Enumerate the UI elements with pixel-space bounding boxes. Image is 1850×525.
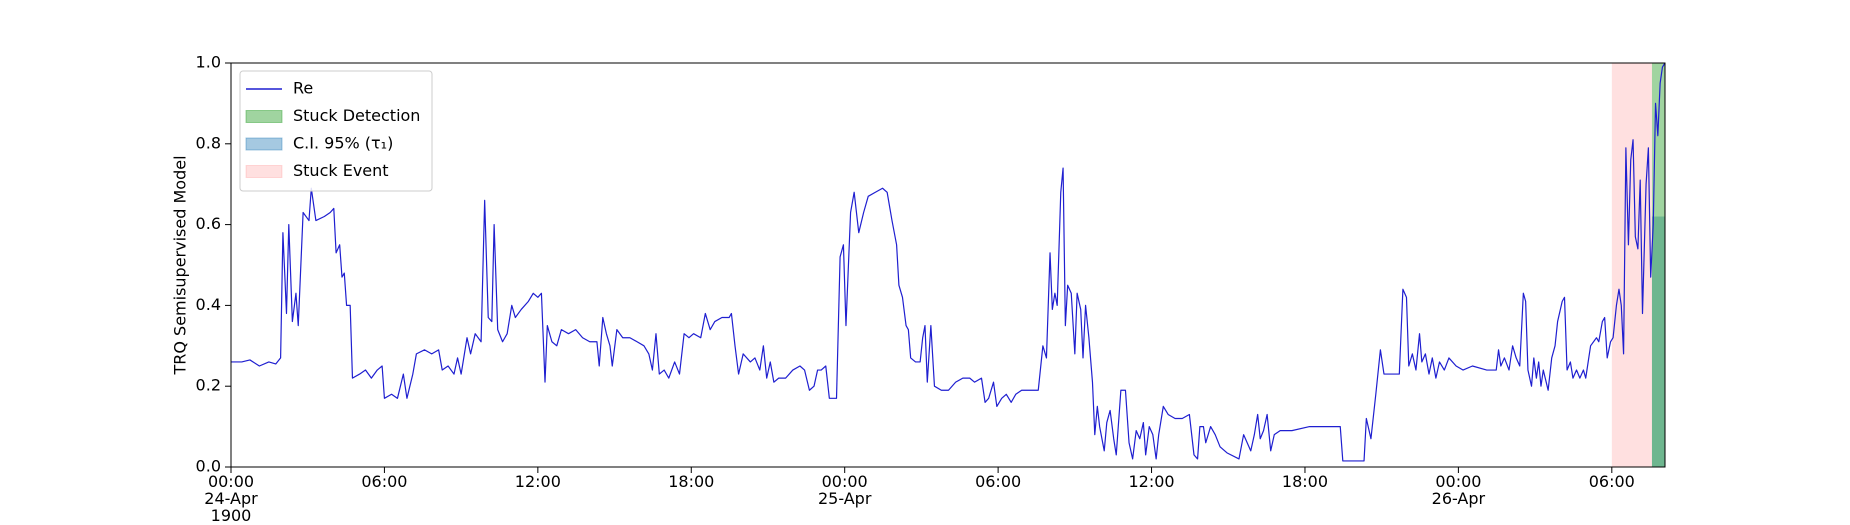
data-line bbox=[231, 62, 1666, 462]
x-tick-label: 12:00 bbox=[515, 472, 561, 491]
y-tick-label: 0.4 bbox=[196, 295, 221, 314]
y-tick-label: 0.6 bbox=[196, 214, 221, 233]
y-tick-label: 0.0 bbox=[196, 457, 221, 476]
x-tick-label: 18:00 bbox=[668, 472, 714, 491]
legend-swatch bbox=[245, 110, 283, 123]
region bbox=[1611, 63, 1652, 467]
legend-label: C.I. 95% (τ₁) bbox=[293, 134, 393, 153]
plot-frame bbox=[230, 62, 1666, 468]
y-tick-label: 1.0 bbox=[196, 53, 221, 72]
x-tick-label: 12:00 bbox=[1128, 472, 1174, 491]
y-axis-label: TRQ Semisupervised Model bbox=[171, 155, 190, 375]
x-tick-label: 00:00 26-Apr bbox=[1432, 472, 1486, 508]
x-tick-label: 06:00 bbox=[975, 472, 1021, 491]
x-tick-label: 06:00 bbox=[1589, 472, 1635, 491]
y-tick-label: 0.8 bbox=[196, 133, 221, 152]
legend-label: Re bbox=[293, 79, 313, 98]
x-tick-label: 00:00 25-Apr bbox=[818, 472, 872, 508]
x-tick-label: 18:00 bbox=[1282, 472, 1328, 491]
legend-label: Stuck Detection bbox=[293, 106, 420, 125]
legend-swatch bbox=[245, 137, 283, 151]
region bbox=[1651, 216, 1665, 467]
legend-swatch bbox=[245, 165, 283, 178]
region bbox=[1651, 63, 1665, 467]
legend: Re Stuck Detection C.I. 95% (τ₁) Stuck Even… bbox=[239, 70, 433, 192]
y-tick-label: 0.2 bbox=[196, 376, 221, 395]
legend-box bbox=[239, 70, 433, 192]
x-tick-label: 00:00 24-Apr 1900 bbox=[204, 472, 258, 525]
legend-label: Stuck Event bbox=[293, 161, 389, 180]
x-tick-label: 06:00 bbox=[361, 472, 407, 491]
